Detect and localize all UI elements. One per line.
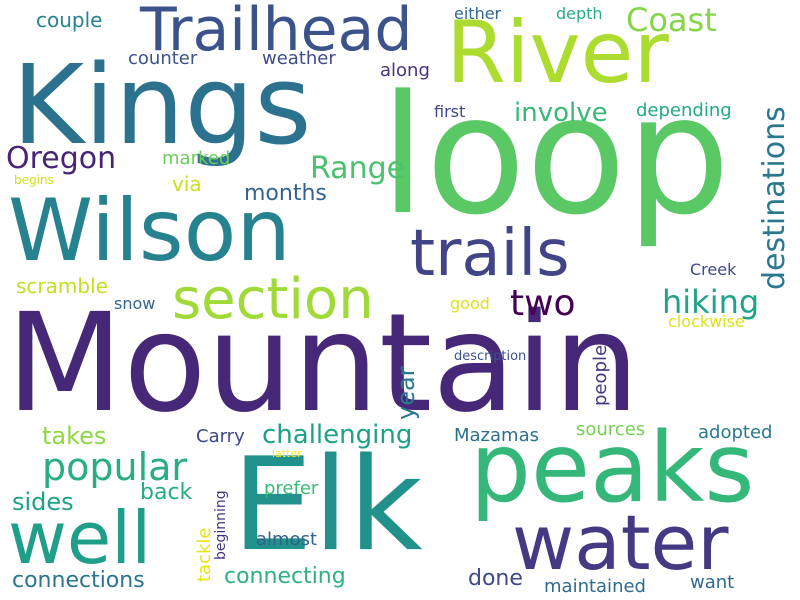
word-well: well bbox=[8, 496, 152, 580]
word-beginning: beginning bbox=[213, 490, 229, 560]
word-sources: sources bbox=[576, 419, 646, 440]
word-elk: Elk bbox=[232, 431, 423, 580]
word-section: section bbox=[172, 267, 374, 332]
word-creek: Creek bbox=[690, 260, 737, 279]
word-along: along bbox=[380, 60, 430, 81]
word-kings: Kings bbox=[12, 41, 312, 169]
word-scramble: scramble bbox=[16, 274, 108, 298]
word-prefer: prefer bbox=[264, 478, 319, 499]
word-tackle: tackle bbox=[194, 527, 215, 582]
word-hiking: hiking bbox=[662, 283, 760, 321]
word-trailhead: Trailhead bbox=[140, 0, 413, 65]
word-trails: trails bbox=[410, 217, 570, 291]
word-description: description bbox=[454, 349, 527, 364]
word-takes: takes bbox=[42, 422, 107, 450]
word-depth: depth bbox=[556, 4, 603, 23]
word-coast: Coast bbox=[626, 1, 717, 39]
word-couple: couple bbox=[36, 8, 103, 32]
word-counter: counter bbox=[128, 48, 198, 69]
word-challenging: challenging bbox=[262, 420, 413, 450]
word-good: good bbox=[450, 294, 490, 313]
word-oregon: Oregon bbox=[6, 141, 117, 176]
word-connecting: connecting bbox=[224, 564, 346, 589]
word-done: done bbox=[468, 566, 523, 591]
word-mountain: Mountain bbox=[6, 285, 640, 443]
word-loop: loop bbox=[380, 60, 731, 251]
word-either: either bbox=[454, 4, 502, 23]
word-marked: marked bbox=[162, 148, 231, 169]
word-mazamas: Mazamas bbox=[454, 425, 539, 446]
word-via: via bbox=[172, 172, 202, 196]
word-wilson: Wilson bbox=[8, 181, 291, 281]
word-year: year bbox=[392, 366, 420, 420]
word-destinations: destinations bbox=[757, 106, 792, 290]
word-maintained: maintained bbox=[544, 576, 646, 597]
word-snow: snow bbox=[114, 294, 156, 313]
word-two: two bbox=[510, 283, 576, 324]
word-clockwise: clockwise bbox=[668, 312, 745, 331]
word-depending: depending bbox=[636, 100, 732, 121]
word-sides: sides bbox=[12, 488, 74, 516]
word-almost: almost bbox=[256, 529, 318, 550]
word-begins: begins bbox=[14, 173, 54, 187]
word-back: back bbox=[140, 480, 193, 505]
word-people: people bbox=[590, 344, 611, 406]
word-want: want bbox=[690, 572, 735, 593]
word-popular: popular bbox=[42, 445, 188, 489]
word-first: first bbox=[434, 102, 466, 121]
word-range: Range bbox=[310, 151, 406, 186]
word-adopted: adopted bbox=[698, 422, 773, 443]
word-involve: involve bbox=[514, 98, 608, 128]
word-water: water bbox=[512, 498, 729, 587]
word-weather: weather bbox=[262, 48, 336, 69]
word-peaks: peaks bbox=[470, 412, 755, 524]
word-latter: latter bbox=[272, 447, 302, 460]
word-connections: connections bbox=[12, 568, 145, 593]
word-carry: Carry bbox=[196, 426, 245, 447]
word-river: River bbox=[446, 3, 669, 103]
word-months: months bbox=[244, 181, 327, 206]
